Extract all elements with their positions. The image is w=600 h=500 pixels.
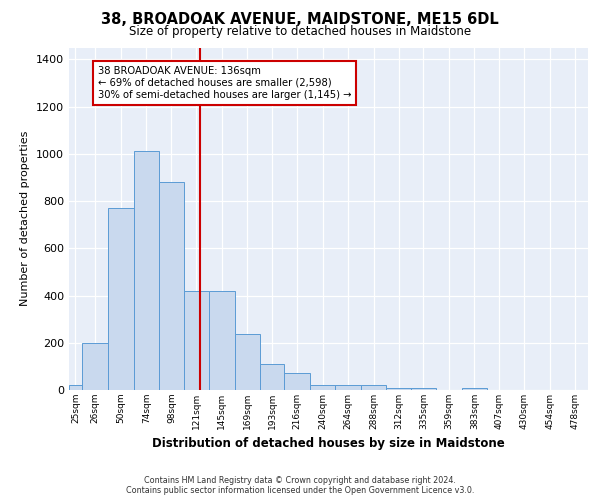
- Bar: [284, 374, 310, 390]
- Bar: [108, 208, 134, 390]
- Bar: [411, 388, 436, 390]
- Text: 38, BROADOAK AVENUE, MAIDSTONE, ME15 6DL: 38, BROADOAK AVENUE, MAIDSTONE, ME15 6DL: [101, 12, 499, 28]
- Text: Contains HM Land Registry data © Crown copyright and database right 2024.
Contai: Contains HM Land Registry data © Crown c…: [126, 476, 474, 495]
- Bar: [335, 386, 361, 390]
- Bar: [386, 388, 411, 390]
- Bar: [209, 291, 235, 390]
- Bar: [235, 334, 260, 390]
- Bar: [461, 388, 487, 390]
- Bar: [184, 291, 209, 390]
- Text: 38 BROADOAK AVENUE: 136sqm
← 69% of detached houses are smaller (2,598)
30% of s: 38 BROADOAK AVENUE: 136sqm ← 69% of deta…: [98, 66, 351, 100]
- Bar: [260, 364, 284, 390]
- Text: Size of property relative to detached houses in Maidstone: Size of property relative to detached ho…: [129, 25, 471, 38]
- Bar: [361, 386, 386, 390]
- Bar: [69, 386, 82, 390]
- Bar: [310, 386, 335, 390]
- Bar: [159, 182, 184, 390]
- Bar: [134, 152, 159, 390]
- Bar: [82, 343, 108, 390]
- Y-axis label: Number of detached properties: Number of detached properties: [20, 131, 31, 306]
- X-axis label: Distribution of detached houses by size in Maidstone: Distribution of detached houses by size …: [152, 438, 505, 450]
